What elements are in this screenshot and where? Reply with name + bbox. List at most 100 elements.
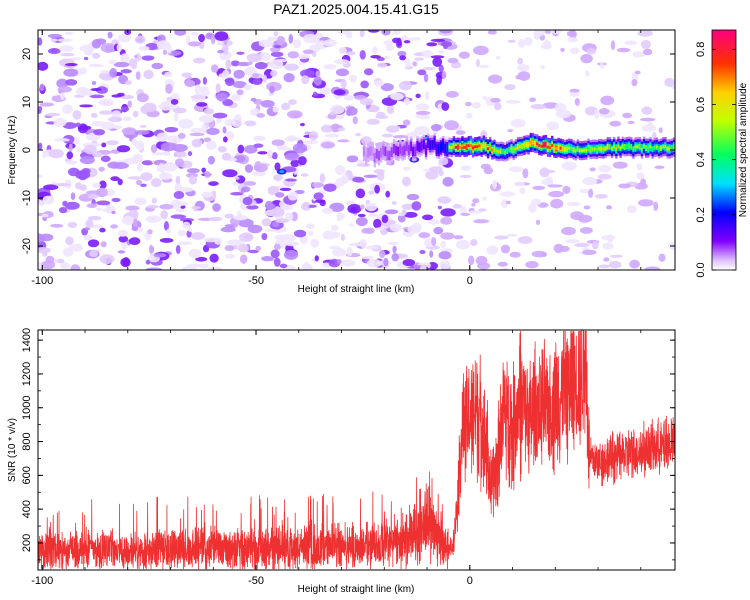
- spectrogram-blob: [567, 37, 578, 43]
- colorbar-tick-label: 0.0: [695, 262, 707, 277]
- ridge-cell: [585, 148, 588, 152]
- spectrogram-blob: [92, 182, 101, 188]
- spectrogram-blob: [365, 202, 378, 212]
- ridge-cell: [617, 144, 620, 148]
- spectrogram-blob: [419, 249, 426, 255]
- colorbar-label: Normalized spectral amplitude: [738, 82, 749, 217]
- spectrogram-blob: [391, 201, 397, 205]
- ridge-cell: [593, 147, 597, 151]
- spectrogram-blob: [98, 166, 105, 172]
- ridge-cell: [523, 143, 526, 147]
- ridge-cell: [645, 146, 648, 150]
- ridge-cell: [602, 147, 605, 151]
- spectrogram-blob: [432, 57, 443, 67]
- spectrogram-blob: [267, 36, 278, 42]
- spectrogram-blob: [111, 197, 121, 203]
- spectrogram-blob: [105, 140, 119, 146]
- spectrogram-blob: [286, 110, 303, 119]
- spectrogram-blob: [535, 219, 541, 226]
- ridge-cell: [589, 148, 592, 152]
- ridge-cell: [647, 146, 650, 150]
- spectrogram-blob: [43, 184, 59, 191]
- spectrogram-blob: [519, 187, 526, 194]
- ridge-cell: [512, 149, 515, 152]
- spectrogram-blob: [583, 205, 591, 210]
- spectrogram-blob: [246, 53, 262, 63]
- spectrogram-blob: [588, 188, 594, 198]
- spectrogram-blob: [121, 215, 135, 225]
- spectrogram-blob: [414, 57, 425, 61]
- spectrogram-blob: [439, 30, 452, 34]
- ridge-cell: [540, 144, 543, 148]
- spectrogram-blob: [201, 124, 207, 134]
- ridge-cell: [495, 149, 498, 153]
- spectrogram-blob: [177, 187, 194, 193]
- spectrogram-blob: [653, 201, 659, 211]
- spectrogram-blob: [292, 39, 302, 49]
- spectrogram-blob: [436, 74, 442, 85]
- spectrogram-blob: [76, 147, 81, 153]
- spectrogram-blob: [492, 179, 497, 190]
- spectrogram-blob: [360, 80, 369, 89]
- ridge-cell: [489, 145, 492, 149]
- spectrogram-blob: [60, 262, 71, 269]
- spectrogram-blob: [366, 259, 382, 268]
- spectrogram-blob: [402, 259, 416, 267]
- spectrogram-blob: [258, 39, 275, 48]
- spectrogram-blob: [372, 46, 378, 55]
- spectrogram-x-label: Height of straight line (km): [298, 284, 415, 295]
- ridge-cell: [576, 147, 580, 151]
- spectrogram-blob: [162, 49, 168, 55]
- ridge-cell: [382, 145, 385, 156]
- spectrogram-y-ticks: -20 -10 0 10 20: [21, 48, 675, 254]
- spectrogram-blob: [210, 34, 216, 45]
- chart-title: PAZ1.2025.004.15.41.G15: [273, 1, 439, 17]
- spectrogram-blob: [90, 88, 102, 92]
- spectrogram-blob: [589, 167, 596, 172]
- spectrogram-blob: [475, 255, 488, 266]
- spectrogram-blob: [340, 233, 345, 242]
- spectrogram-blob: [631, 79, 638, 87]
- spectrogram-blob: [566, 30, 577, 37]
- spectrogram-blob: [355, 188, 366, 199]
- spectrogram-blob: [62, 122, 78, 129]
- spectrogram-blob: [171, 92, 180, 100]
- spectrogram-blob: [238, 218, 254, 228]
- spectrogram-blob: [352, 176, 365, 183]
- spectrogram-blob: [541, 178, 552, 186]
- spectrogram-blob: [141, 55, 155, 61]
- spectrogram-blob: [234, 176, 240, 180]
- spectrogram-blob: [45, 112, 61, 117]
- spectrogram-blob: [343, 95, 355, 101]
- spectrogram-blob: [224, 244, 235, 252]
- ridge-cell: [529, 141, 532, 144]
- spectrogram-blob: [647, 120, 654, 131]
- spectrogram-blob: [206, 140, 217, 151]
- spectrogram-blob: [658, 253, 666, 262]
- spectrogram-blob: [215, 83, 221, 93]
- spectrogram-blob: [38, 233, 45, 243]
- spectrogram-blob: [99, 180, 107, 189]
- spectrogram-blob: [381, 133, 394, 138]
- spectrogram-blob: [401, 176, 411, 187]
- spectrogram-blob: [389, 223, 402, 232]
- ridge-cell: [420, 141, 423, 151]
- spectrogram-blob: [569, 47, 580, 55]
- spectrogram-blob: [47, 48, 61, 55]
- spectrogram-blob: [216, 92, 228, 102]
- spectrogram-blob: [64, 63, 78, 67]
- spectrogram-blob: [268, 59, 284, 70]
- spectrogram-blob: [378, 249, 386, 259]
- ridge-cell: [551, 143, 554, 147]
- ridge-cell: [666, 147, 669, 151]
- snr-panel: -100 -50 0 200 400 600 800 1000 1200 1400 Height…: [7, 328, 676, 595]
- spectrogram-blob: [415, 110, 431, 116]
- spectrogram-blob: [600, 95, 615, 106]
- ridge-cell: [514, 147, 518, 151]
- spectrogram-blob: [441, 102, 450, 111]
- spectrogram-blob: [390, 92, 404, 101]
- spectrogram-blob: [64, 201, 80, 210]
- spectrogram-blob: [288, 33, 294, 44]
- spectrogram-blob: [574, 98, 580, 106]
- spectrogram-blob: [264, 228, 278, 232]
